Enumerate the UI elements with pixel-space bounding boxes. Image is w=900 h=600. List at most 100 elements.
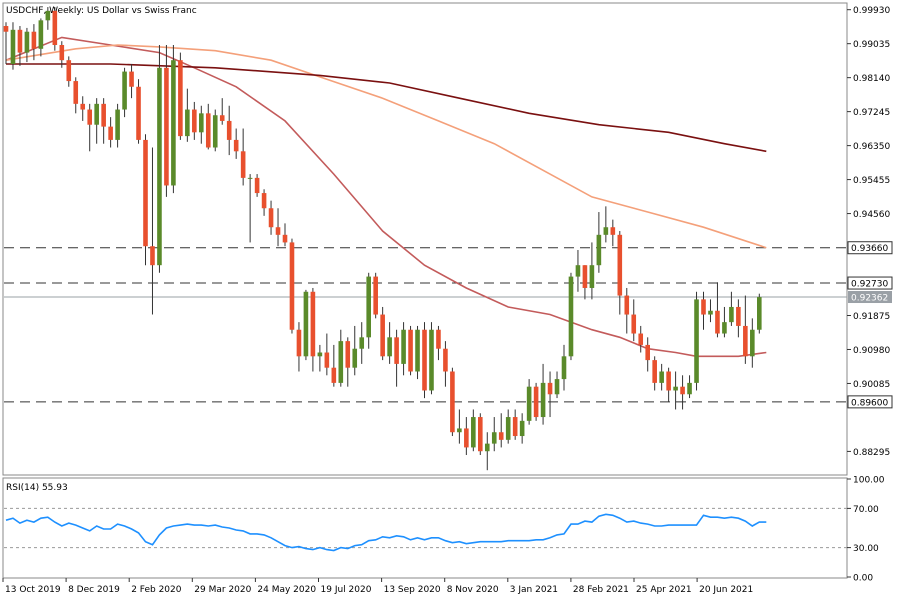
candle: [17, 26, 23, 66]
time-tick-label: 2 Feb 2020: [131, 585, 182, 595]
price-tick-label: 0.95455: [853, 176, 890, 186]
candle: [345, 337, 351, 387]
level-tag: 0.89600: [847, 395, 893, 409]
level-label: 0.89600: [851, 398, 888, 408]
candle: [547, 371, 553, 418]
price-tick-label: 0.99035: [853, 40, 890, 50]
candle: [561, 344, 567, 391]
rsi-levels: [4, 507, 847, 549]
candle: [157, 45, 162, 273]
level-label: 0.93660: [851, 244, 888, 254]
rsi-series-line: [5, 513, 767, 552]
candle: [450, 367, 455, 437]
time-tick-label: 25 Apr 2021: [636, 585, 692, 595]
candle: [268, 200, 274, 235]
candle: [415, 325, 420, 380]
candle: [226, 105, 232, 156]
candle: [603, 206, 609, 243]
candle: [94, 98, 99, 144]
candle: [617, 231, 623, 315]
candle: [582, 265, 588, 300]
rsi-label: RSI(14) 55.93: [6, 483, 68, 493]
candle: [331, 344, 337, 387]
candle: [743, 295, 748, 364]
time-tick-label: 13 Oct 2019: [5, 585, 61, 595]
candle: [505, 409, 511, 444]
candle: [240, 128, 246, 186]
candle: [199, 105, 204, 144]
rsi-line: [5, 513, 767, 552]
candle: [394, 329, 399, 387]
candle: [164, 45, 169, 197]
candle: [136, 79, 141, 144]
candle: [575, 250, 581, 292]
price-tick-label: 0.90980: [853, 346, 890, 356]
chart-title: USDCHF, Weekly: US Dollar vs Swiss Franc: [6, 6, 197, 16]
price-tick-label: 0.99930: [853, 6, 890, 16]
candle: [247, 174, 253, 243]
candle: [736, 299, 741, 338]
candle: [701, 291, 706, 330]
candle: [491, 417, 497, 452]
price-tags: 0.93660 0.92730 0.89600 0.92362: [847, 241, 893, 409]
candle: [638, 325, 644, 353]
candle: [52, 7, 58, 51]
price-tick-label: 0.88295: [853, 448, 890, 458]
candle: [666, 367, 671, 402]
candle: [715, 282, 720, 338]
candle: [464, 417, 469, 456]
time-tick-label: 8 Dec 2019: [68, 585, 120, 595]
candle: [275, 208, 281, 247]
time-tick-label: 8 Nov 2020: [447, 585, 499, 595]
candle: [296, 322, 302, 372]
candle: [3, 22, 9, 64]
time-axis: 13 Oct 2019 8 Dec 2019 2 Feb 2020 29 Mar 20…: [2, 578, 753, 595]
candle: [310, 287, 316, 372]
ma-mid-line: [5, 44, 767, 249]
candle: [687, 375, 692, 399]
candle: [38, 18, 44, 57]
candle: [150, 147, 155, 315]
candle: [568, 272, 574, 361]
rsi-panel-frame: [2, 477, 848, 579]
candle: [352, 325, 358, 376]
candle: [429, 322, 434, 395]
candle: [171, 45, 176, 194]
candle: [478, 413, 483, 456]
candle: [652, 356, 657, 391]
price-tick-label: 0.96350: [853, 142, 890, 152]
candle: [401, 322, 406, 376]
candle: [645, 337, 650, 372]
level-label: 0.92730: [851, 280, 888, 290]
candle: [408, 325, 413, 376]
candle: [498, 413, 504, 448]
candle: [303, 289, 309, 361]
candle: [10, 22, 16, 70]
candle: [729, 291, 734, 326]
candle: [205, 103, 211, 150]
current-price-tag: 0.92362: [848, 291, 892, 304]
candle: [73, 77, 79, 114]
time-tick-label: 20 Jun 2021: [699, 585, 753, 595]
candle: [512, 409, 518, 440]
candle: [596, 212, 602, 273]
price-axis: 0.99930 0.99035 0.98140 0.97245 0.96350 0.954…: [847, 6, 890, 458]
candle: [185, 88, 190, 142]
candle: [373, 272, 378, 319]
rsi-tick-label: 30.00: [853, 544, 879, 554]
candle: [108, 117, 113, 148]
horizontal-levels: [4, 247, 847, 403]
candle: [540, 363, 546, 425]
candle: [519, 413, 525, 444]
candle: [533, 382, 539, 421]
price-panel: USDCHF, Weekly: US Dollar vs Swiss Franc…: [2, 2, 893, 476]
rsi-tick-label: 0.00: [853, 574, 873, 584]
price-tick-label: 0.91875: [853, 312, 890, 322]
price-tick-label: 0.98140: [853, 74, 890, 84]
candle: [673, 371, 678, 410]
candle: [526, 379, 532, 425]
candle: [178, 52, 183, 140]
candle: [624, 287, 630, 334]
time-tick-label: 3 Jan 2021: [510, 585, 558, 595]
candle: [282, 223, 288, 247]
